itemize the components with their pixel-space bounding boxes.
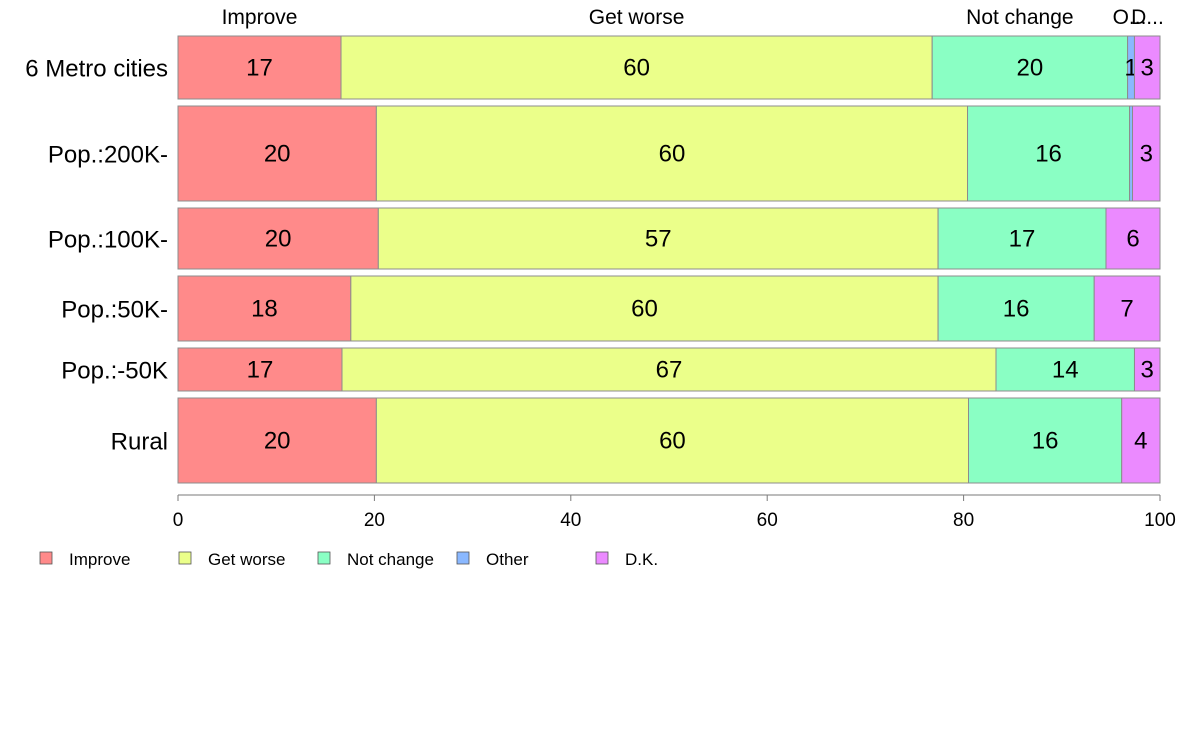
category-label: Pop.:100K- xyxy=(48,227,168,254)
category-label: 6 Metro cities xyxy=(25,56,168,83)
data-label: 60 xyxy=(631,296,658,323)
top-series-label: Improve xyxy=(222,6,298,29)
bar-row-pop-100k: 20 57 17 6 xyxy=(177,207,1161,270)
x-tick-label: 100 xyxy=(1144,510,1176,531)
category-label: Pop.:-50K xyxy=(61,358,168,385)
data-label: 67 xyxy=(656,357,683,384)
bar-segment-d-k xyxy=(1133,35,1161,100)
data-label: 60 xyxy=(659,428,686,455)
legend-swatch xyxy=(317,551,331,565)
legend-swatch xyxy=(595,551,609,565)
legend-swatch xyxy=(456,551,470,565)
top-series-label: D... xyxy=(1131,6,1164,29)
legend-swatch xyxy=(178,551,192,565)
bar-segment-not-change xyxy=(968,397,1123,484)
bar-segment-improve xyxy=(177,207,379,270)
data-label: 16 xyxy=(1003,296,1030,323)
data-label: 3 xyxy=(1140,141,1153,168)
legend: Improve Get worse Not change Other D.K. xyxy=(39,550,658,569)
bar-segment-improve xyxy=(177,275,352,342)
bar-row-rural: 20 60 16 4 xyxy=(177,397,1161,484)
legend-item-not-change: Not change xyxy=(317,550,434,569)
bar-segment-improve xyxy=(177,105,377,202)
x-tick-label: 60 xyxy=(757,510,778,531)
bar-segment-improve xyxy=(177,347,343,392)
x-tick-label: 0 xyxy=(173,510,184,531)
data-label: 20 xyxy=(265,226,292,253)
category-label: Rural xyxy=(111,429,168,456)
bar-row-pop-50k: 18 60 16 7 xyxy=(177,275,1161,342)
bar-segment-d-k xyxy=(1121,397,1161,484)
data-label: 20 xyxy=(1017,55,1044,82)
data-label: 18 xyxy=(251,296,278,323)
x-axis: 0 20 40 60 80 100 xyxy=(173,494,1176,531)
bar-segment-get-worse xyxy=(341,347,997,392)
data-label: 17 xyxy=(1009,226,1036,253)
data-label: 4 xyxy=(1134,428,1147,455)
data-label: 17 xyxy=(247,357,274,384)
bar-row-pop-200k: 20 60 16 3 xyxy=(177,105,1161,202)
data-label: 3 xyxy=(1141,357,1154,384)
data-label: 6 xyxy=(1126,226,1139,253)
data-label: 16 xyxy=(1032,428,1059,455)
bar-segment-not-change xyxy=(937,275,1095,342)
top-series-label: Not change xyxy=(966,6,1073,29)
legend-item-get-worse: Get worse xyxy=(178,550,285,569)
bar-segment-d-k xyxy=(1105,207,1161,270)
bar-segment-d-k xyxy=(1132,105,1161,202)
data-label: 20 xyxy=(264,141,291,168)
bar-segment-get-worse xyxy=(375,397,970,484)
bar-row-6-metro-cities: 17 60 20 1 3 xyxy=(177,35,1161,100)
category-label: Pop.:200K- xyxy=(48,142,168,169)
bar-segment-get-worse xyxy=(340,35,933,100)
data-label: 16 xyxy=(1035,141,1062,168)
top-series-label: Get worse xyxy=(589,6,685,29)
data-label: 7 xyxy=(1120,296,1133,323)
bar-segment-get-worse xyxy=(350,275,939,342)
category-label: Pop.:50K- xyxy=(61,297,168,324)
data-label: 14 xyxy=(1052,357,1079,384)
bar-segment-not-change xyxy=(967,105,1131,202)
x-tick-label: 40 xyxy=(560,510,581,531)
data-label: 3 xyxy=(1141,55,1154,82)
legend-label: Not change xyxy=(347,550,434,569)
data-label: 17 xyxy=(246,55,273,82)
legend-label: Get worse xyxy=(208,550,285,569)
bar-segment-get-worse xyxy=(375,105,969,202)
data-label: 60 xyxy=(623,55,650,82)
bar-row-pop-50k: 17 67 14 3 xyxy=(177,347,1161,392)
data-label: 60 xyxy=(659,141,686,168)
legend-label: Other xyxy=(486,550,529,569)
bar-segment-not-change xyxy=(931,35,1129,100)
data-label: 20 xyxy=(264,428,291,455)
bar-segment-d-k xyxy=(1133,347,1161,392)
legend-label: D.K. xyxy=(625,550,658,569)
legend-item-improve: Improve xyxy=(39,550,130,569)
bar-segment-d-k xyxy=(1093,275,1161,342)
x-tick-label: 20 xyxy=(364,510,385,531)
bar-segment-get-worse xyxy=(377,207,939,270)
legend-swatch xyxy=(39,551,53,565)
x-tick-label: 80 xyxy=(953,510,974,531)
bar-segment-not-change xyxy=(937,207,1107,270)
legend-item-other: Other xyxy=(456,550,529,569)
bar-segment-not-change xyxy=(995,347,1135,392)
bar-segment-improve xyxy=(177,397,377,484)
bar-segment-improve xyxy=(177,35,342,100)
legend-item-d-k: D.K. xyxy=(595,550,658,569)
data-label: 57 xyxy=(645,226,672,253)
top-series-label: O... xyxy=(1113,6,1147,29)
legend-label: Improve xyxy=(69,550,130,569)
